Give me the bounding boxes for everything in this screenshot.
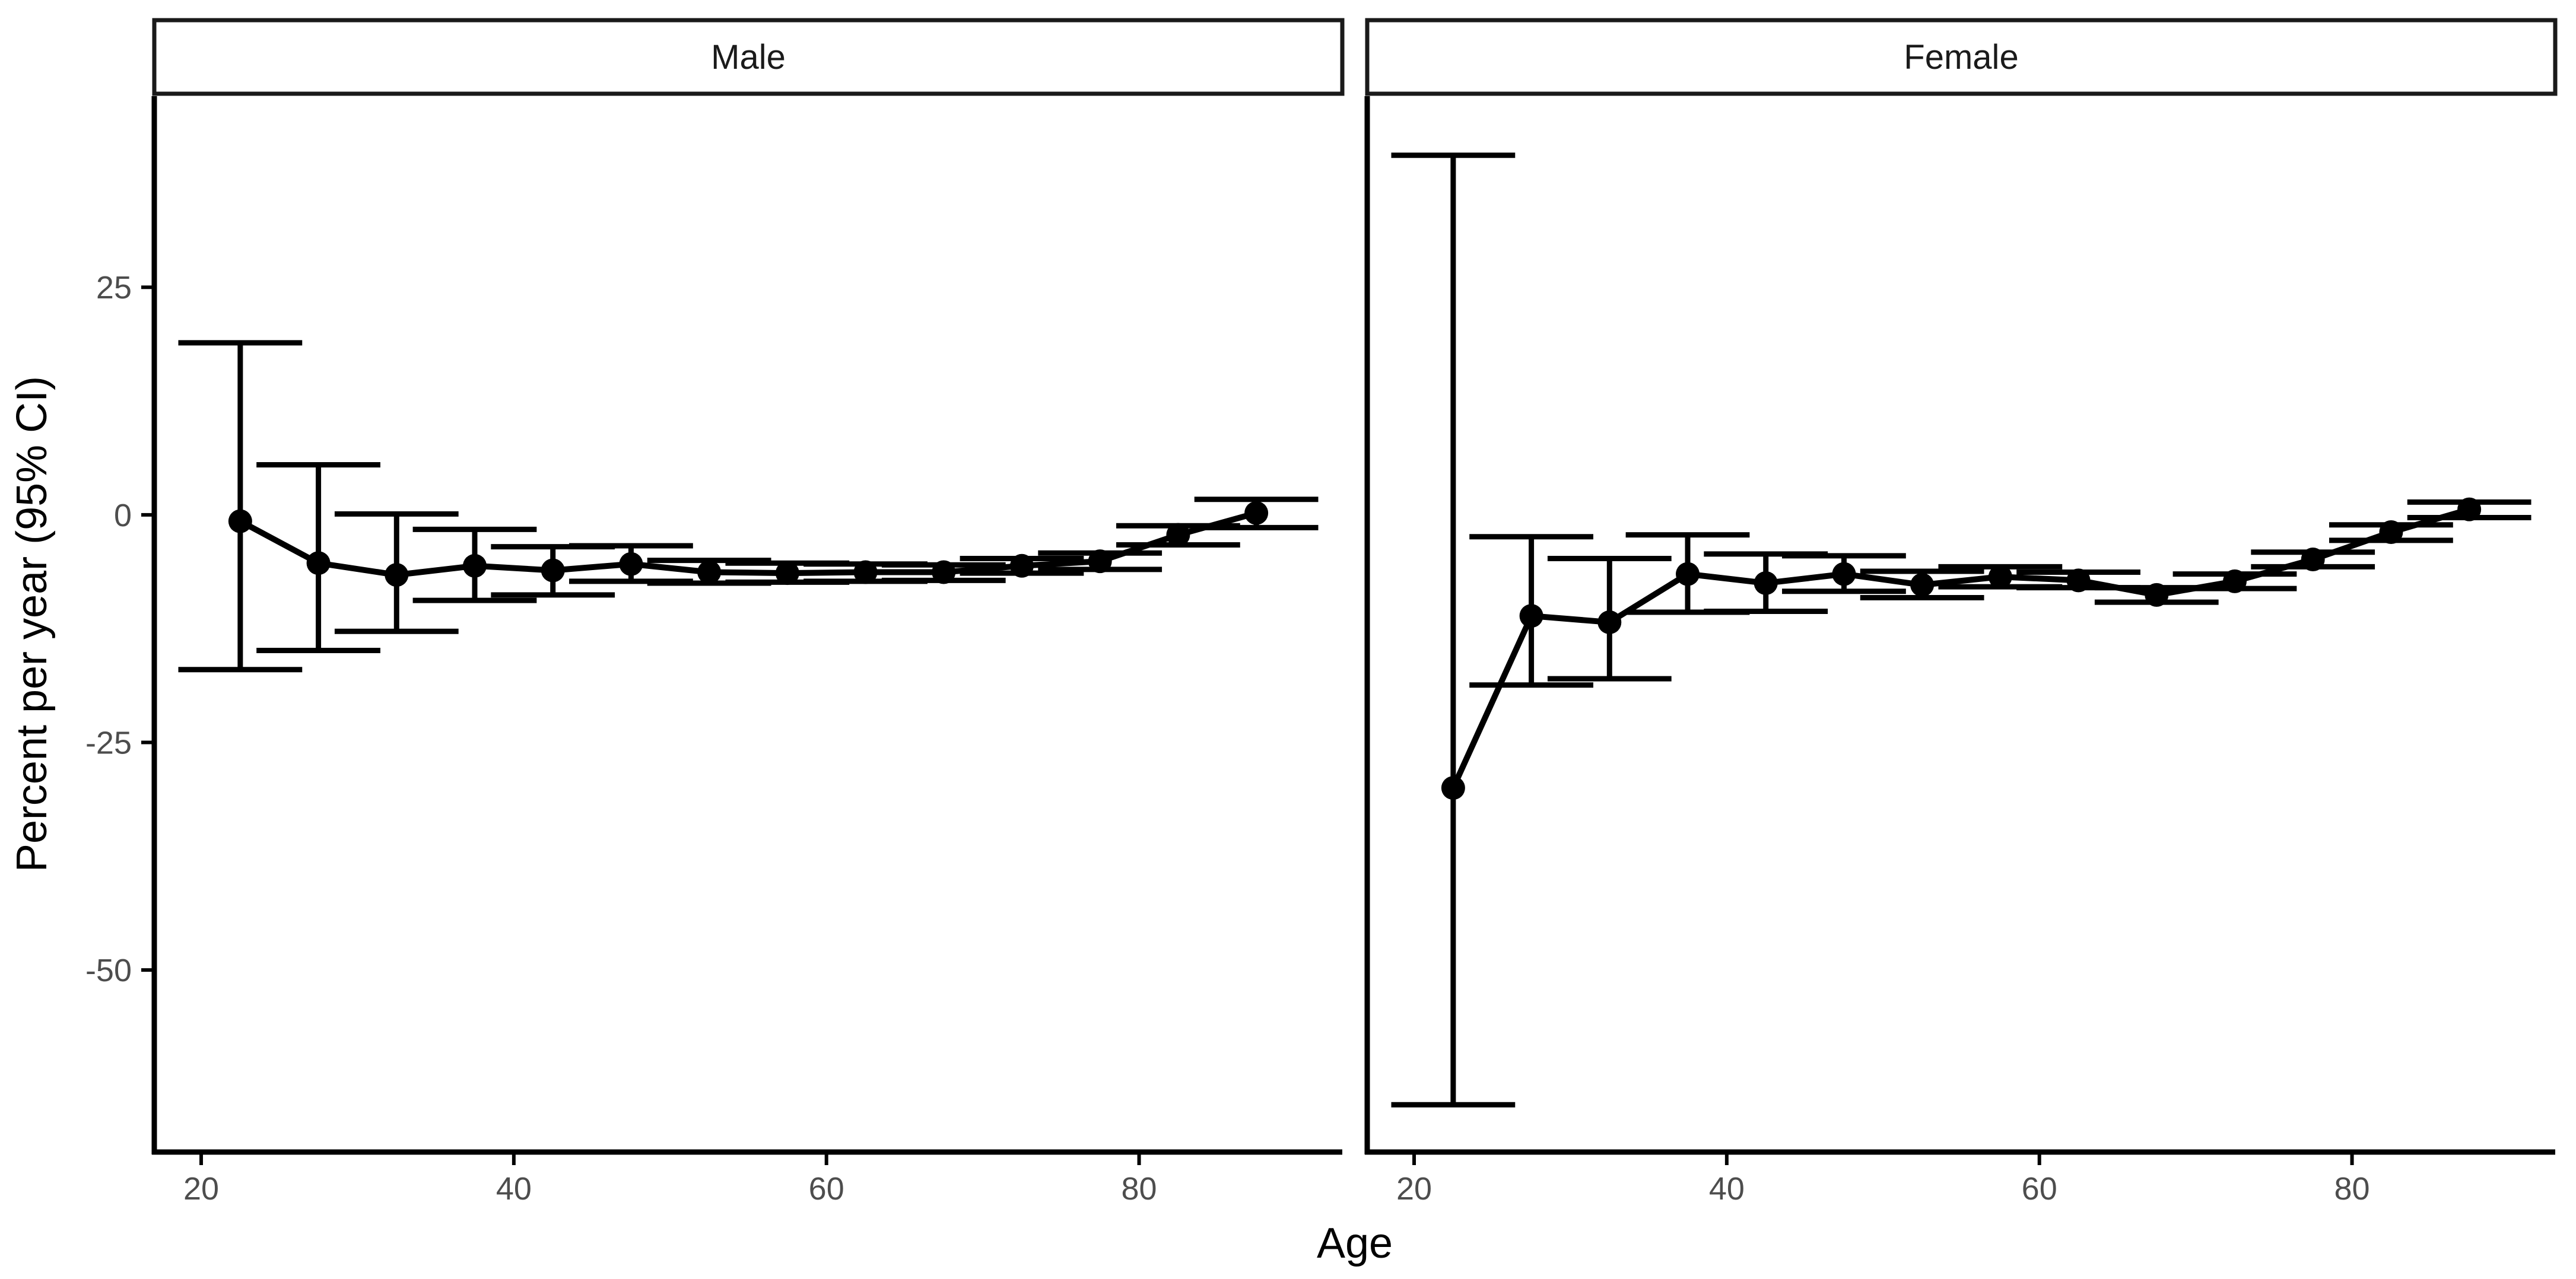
data-point [1166,523,1190,547]
data-point [932,560,956,584]
data-point [1597,610,1622,634]
data-point [697,560,722,584]
series-line [239,510,1257,578]
data-point [541,558,565,583]
x-tick-label: 40 [496,1171,532,1207]
data-point [1676,562,1700,586]
facet-strip [1365,18,2558,96]
y-tick-label: -25 [85,725,132,761]
data-point [2379,520,2403,545]
data-point [2222,569,2247,593]
y-axis-title: Percent per year (95% CI) [8,376,56,872]
data-point [1009,553,1034,578]
data-point [228,509,252,533]
data-point [385,563,409,587]
facet-label: Male [711,38,786,77]
x-tick-label: 60 [2022,1171,2057,1207]
panel-male: Male 20 40 60 80 25 0 -25 -50 [85,18,1345,1207]
series-line [1450,506,2470,790]
data-point [1754,571,1778,595]
data-point [2457,497,2482,521]
data-point [1832,562,1856,586]
x-tick-label: 20 [183,1171,219,1207]
data-point [1988,565,2012,589]
facet-label: Female [1904,38,2018,77]
data-point [775,561,799,586]
data-point [619,552,643,576]
y-tick-label: 25 [96,270,132,306]
x-tick-label: 80 [1122,1171,1157,1207]
data-point [853,560,878,584]
data-point [1088,549,1112,574]
data-point [2301,548,2325,572]
data-point [306,551,331,575]
y-tick-label: -50 [85,953,132,988]
data-point [1441,776,1465,800]
data-point [2145,583,2169,607]
facet-strip [152,18,1345,96]
data-point [1244,501,1269,525]
x-tick-label: 40 [1709,1171,1745,1207]
data-point [1910,573,1935,597]
data-point [463,553,487,578]
y-tick-label: 0 [114,498,132,533]
data-point [2066,568,2091,593]
x-tick-label: 60 [809,1171,844,1207]
data-point [1519,604,1543,628]
panel-female: Female 20 40 60 80 [1364,18,2558,1207]
x-tick-label: 80 [2334,1171,2370,1207]
x-tick-label: 20 [1396,1171,1432,1207]
x-axis-title: Age [1317,1220,1393,1267]
